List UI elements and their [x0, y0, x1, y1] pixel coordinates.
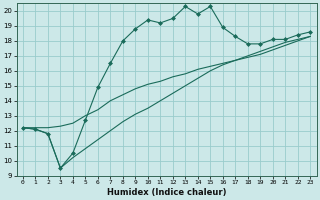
X-axis label: Humidex (Indice chaleur): Humidex (Indice chaleur): [107, 188, 226, 197]
